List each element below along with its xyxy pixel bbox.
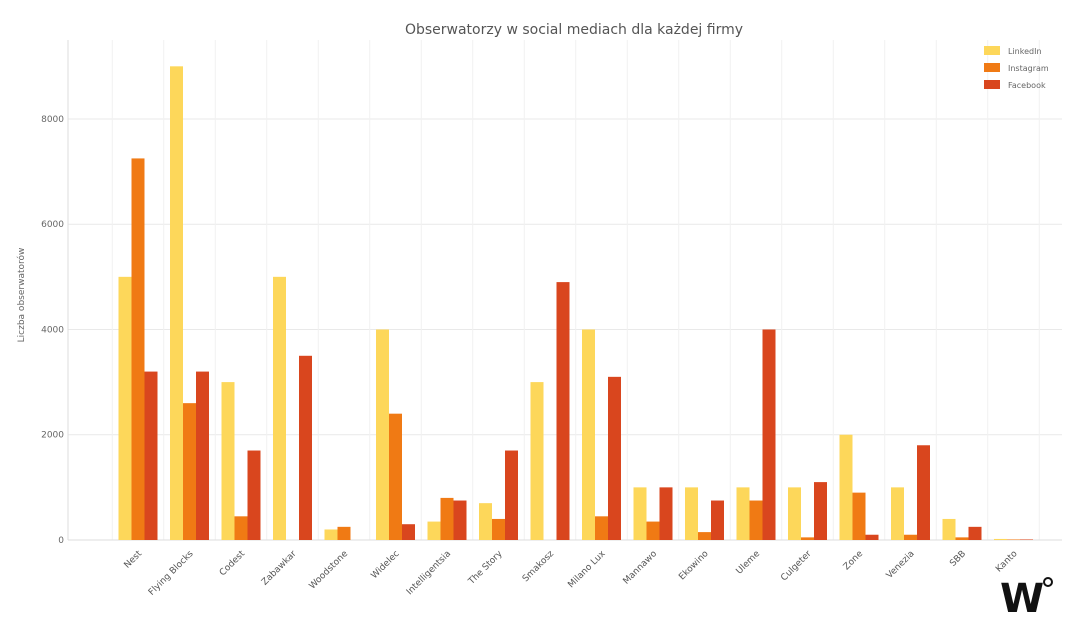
brand-logo: W xyxy=(1000,576,1053,619)
bar-facebook xyxy=(453,500,467,540)
x-tick-label: Kanto xyxy=(994,549,1020,575)
bar-linkedin xyxy=(427,521,441,540)
bar-facebook xyxy=(144,371,158,540)
bar-facebook xyxy=(196,371,209,540)
bar-linkedin xyxy=(118,276,132,540)
x-tick-label: Smakosz xyxy=(521,549,556,584)
brand-logo-dot xyxy=(1043,577,1053,587)
y-tick-label: 2000 xyxy=(41,431,64,441)
legend-swatch xyxy=(984,46,1000,55)
bar-instagram xyxy=(698,532,711,540)
x-tick-label: Widelec xyxy=(369,549,401,581)
legend: LinkedIn Instagram Facebook xyxy=(984,46,1049,90)
bar-facebook xyxy=(402,524,415,540)
bar-instagram xyxy=(595,516,608,540)
x-tick-label: Codest xyxy=(218,549,248,579)
x-tick-label: Milano Lux xyxy=(566,549,608,591)
x-tick-label: SBB xyxy=(948,549,968,569)
bar-linkedin xyxy=(479,503,492,540)
x-tick-label: Zabawkar xyxy=(260,549,299,588)
y-tick-label: 6000 xyxy=(41,220,64,230)
bar-linkedin xyxy=(839,434,853,540)
bar-linkedin xyxy=(736,487,750,540)
legend-label: Instagram xyxy=(1008,64,1049,73)
bars xyxy=(118,66,1033,540)
bar-facebook xyxy=(556,282,570,540)
bar-linkedin xyxy=(221,382,235,540)
y-tick-label: 8000 xyxy=(41,115,64,125)
bar-facebook xyxy=(608,376,621,540)
bar-linkedin xyxy=(942,518,956,540)
x-tick-label: Mannawo xyxy=(622,549,660,587)
x-tick-label: Zone xyxy=(842,549,866,573)
bar-facebook xyxy=(247,450,261,540)
bar-linkedin xyxy=(376,329,389,540)
bar-facebook xyxy=(299,355,312,540)
bar-linkedin xyxy=(891,487,904,540)
x-tick-label: Nest xyxy=(123,549,145,571)
x-tick-label: Ekowino xyxy=(677,549,711,583)
bar-facebook xyxy=(814,482,827,540)
bar-instagram xyxy=(904,534,917,540)
x-tick-label: Woodstone xyxy=(308,549,351,592)
bar-instagram xyxy=(389,413,402,540)
bar-linkedin xyxy=(273,276,286,540)
x-tick-label: Culgeter xyxy=(779,549,814,584)
bar-instagram xyxy=(234,516,248,540)
bar-facebook xyxy=(968,526,982,540)
x-tick-label: The Story xyxy=(466,549,505,588)
bar-facebook xyxy=(762,329,776,540)
grid xyxy=(68,40,1062,541)
chart-title: Obserwatorzy w social mediach dla każdej… xyxy=(405,22,743,38)
bar-facebook xyxy=(1020,539,1033,540)
legend-swatch xyxy=(984,63,1000,72)
bar-linkedin xyxy=(324,529,338,540)
y-tick-label: 0 xyxy=(58,536,64,546)
bar-instagram xyxy=(440,497,454,540)
bar-linkedin xyxy=(530,382,544,540)
x-tick-label: Flying Blocks xyxy=(147,549,196,598)
bar-instagram xyxy=(492,518,505,540)
bar-linkedin xyxy=(685,487,698,540)
bar-facebook xyxy=(659,487,673,540)
x-tick-label: Uleme xyxy=(735,549,763,577)
bar-linkedin xyxy=(788,487,801,540)
bar-linkedin xyxy=(994,538,1007,540)
bar-instagram xyxy=(801,537,814,540)
bar-instagram xyxy=(955,537,969,540)
bar-facebook xyxy=(917,445,930,540)
brand-logo-text: W xyxy=(1000,576,1044,619)
bar-linkedin xyxy=(633,487,647,540)
x-tick-label: Venezia xyxy=(885,549,917,581)
bar-linkedin xyxy=(582,329,595,540)
bar-facebook xyxy=(505,450,518,540)
x-tick-label: Intelligentsia xyxy=(405,549,453,597)
bar-facebook xyxy=(865,534,879,540)
bar-facebook xyxy=(711,500,724,540)
bar-instagram xyxy=(183,403,196,540)
bar-linkedin xyxy=(170,66,183,540)
legend-swatch xyxy=(984,80,1000,89)
y-axis-label: Liczba obserwatorów xyxy=(16,248,27,343)
bar-instagram xyxy=(131,158,145,540)
legend-label: Facebook xyxy=(1008,81,1046,90)
bar-instagram xyxy=(337,526,351,540)
bar-instagram xyxy=(749,500,763,540)
bar-instagram xyxy=(852,492,866,540)
bar-instagram xyxy=(1007,539,1020,540)
legend-label: LinkedIn xyxy=(1008,47,1042,56)
x-tick-labels: Nest Flying Blocks Codest Zabawkar Woodstone… xyxy=(123,549,1020,598)
bar-instagram xyxy=(646,521,660,540)
y-tick-label: 4000 xyxy=(41,325,64,335)
